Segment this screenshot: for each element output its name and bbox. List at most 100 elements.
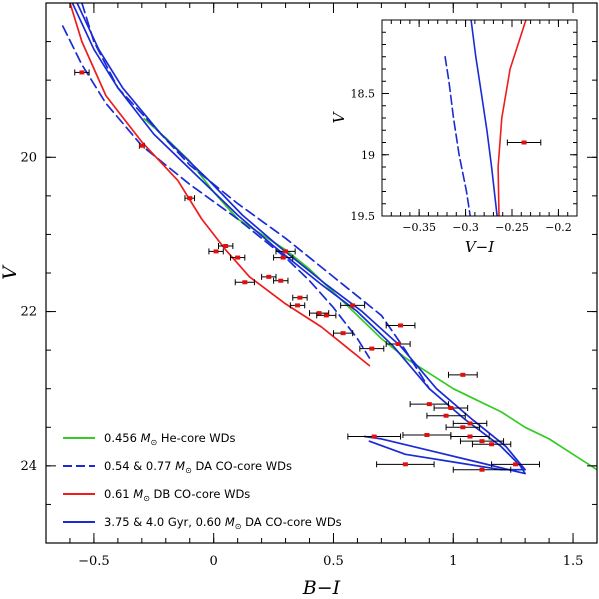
data-marker [467,434,473,439]
inset-x-tick-label: −0.25 [495,221,529,234]
data-marker [479,467,485,472]
data-marker [266,274,272,279]
inset-y-tick-label: 19.5 [351,210,376,223]
inset-plot: −0.35 −0.3 −0.25 −0.2 18.5 19 19.5 V−I V [330,19,578,256]
data-marker [443,413,449,418]
data-marker [316,311,322,316]
data-marker [187,196,193,201]
main-y-tick-label: 22 [20,305,37,320]
main-x-tick-label: 1.5 [563,554,584,569]
main-data-point-1 [138,142,145,149]
series-line-iso-375 [71,3,526,475]
data-marker [448,406,454,410]
main-data-point-13 [340,302,366,309]
main-data-point-3 [217,243,234,249]
series-line-iso-40 [76,3,526,471]
main-data-point-33 [452,466,512,473]
main-data-point-31 [376,461,435,468]
main-series-group [61,3,597,475]
data-marker [424,433,430,437]
legend-label: 0.456 M⊙ He-core WDs [104,431,236,447]
data-marker [479,439,485,444]
main-data-point-10 [234,279,255,286]
data-marker [79,70,85,75]
main-data-point-5 [275,248,296,255]
legend-entry-1: 0.54 & 0.77 M⊙ DA CO-core WDs [63,459,292,475]
series-line-da-co-077 [81,3,431,390]
legend-entry-3: 3.75 & 4.0 Gyr, 0.60 M⊙ DA CO-core WDs [63,515,342,531]
main-data-point-8 [261,273,277,280]
main-data-point-0 [74,69,90,76]
inset-y-tick-label: 18.5 [351,88,376,101]
data-marker [426,402,432,407]
inset-x-axis-title: V−I [465,238,495,256]
data-marker [402,462,408,467]
inset-x-tick-label: −0.35 [402,221,436,234]
data-marker [395,341,401,346]
series-line-inset-red [497,20,527,216]
data-marker [460,372,466,377]
main-data-point-29 [471,441,512,448]
data-marker [242,280,248,285]
data-marker [223,244,229,248]
data-marker [513,462,519,467]
main-x-tick-label: −0.5 [78,554,110,569]
data-marker [371,434,377,439]
main-data-point-30 [459,438,505,445]
main-data-point-22 [433,405,469,411]
main-data-point-16 [385,322,416,329]
data-marker [283,249,289,254]
data-marker [369,346,375,351]
main-data-point-20 [447,371,478,378]
legend-label: 3.75 & 4.0 Gyr, 0.60 M⊙ DA CO-core WDs [104,515,342,531]
main-data-point-25 [445,424,481,431]
data-marker [295,303,301,308]
data-marker [350,303,356,308]
main-data-point-11 [292,294,308,301]
series-line-inset-dashed [444,56,471,216]
inset-y-axis-title: V [330,110,348,123]
main-data-point-24 [452,420,488,427]
inset-data-point-0 [506,139,542,146]
data-marker [278,278,284,283]
legend-label: 0.54 & 0.77 M⊙ DA CO-core WDs [104,459,292,475]
data-marker [235,255,241,260]
inset-x-tick-label: −0.3 [452,221,479,234]
series-line-inset-solid [470,20,498,216]
series-line-db-co [69,3,371,367]
data-marker [489,442,495,447]
data-marker [460,425,466,430]
main-y-axis-title: V [0,264,21,280]
data-marker [398,323,404,328]
main-x-tick-label: 0.5 [323,554,344,569]
main-x-tick-label: 0 [210,554,218,569]
main-data-point-4 [208,248,224,255]
series-line-da-co-054 [61,25,371,359]
data-marker [521,140,527,145]
main-y-tick-label: 20 [20,150,37,165]
data-marker [280,255,286,260]
inset-series-group [444,20,542,216]
main-data-point-9 [273,277,289,284]
data-marker [213,249,219,254]
main-y-tick-label: 24 [20,459,37,474]
inset-x-tick-label: −0.2 [545,221,572,234]
main-data-point-2 [184,195,196,202]
data-marker [297,295,303,300]
main-data-point-23 [426,412,466,419]
main-data-point-15 [316,312,337,319]
main-data-point-27 [347,433,402,440]
inset-y-tick-label: 19 [361,149,375,162]
data-marker [323,313,329,318]
main-x-tick-label: 1 [449,554,457,569]
legend-entry-2: 0.61 M⊙ DB CO-core WDs [63,487,250,503]
inset-background [382,20,577,216]
main-data-point-7 [273,254,294,261]
data-marker [467,421,473,426]
main-data-point-32 [491,461,541,468]
main-data-point-6 [229,254,246,261]
data-marker [340,331,346,336]
main-data-point-19 [359,345,385,352]
main-data-point-12 [289,302,306,309]
